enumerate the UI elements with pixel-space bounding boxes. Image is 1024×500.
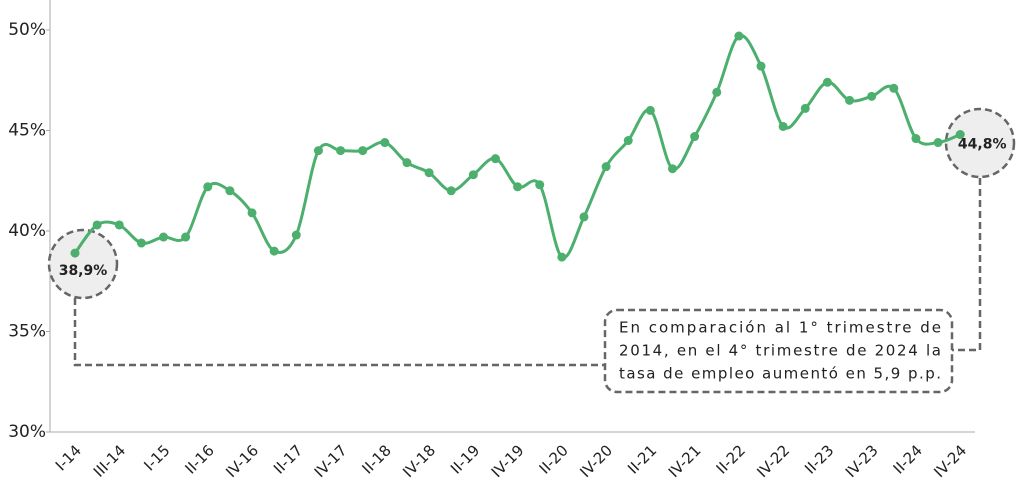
x-tick-label: IV-22 [753,441,793,481]
point [579,212,589,222]
x-tick-label: II-24 [890,441,926,477]
y-tick-label: 30% [8,422,46,442]
point [159,232,169,242]
x-tick-label: IV-24 [930,441,970,481]
point [358,146,368,156]
point [889,83,899,93]
point [114,220,124,230]
point [247,208,257,218]
x-tick-label: II-19 [447,441,483,477]
point [933,138,943,148]
point [269,246,279,256]
point [70,248,80,258]
data-label: 44,8% [958,137,1007,153]
connector [73,178,982,367]
highlight-circle [47,228,119,300]
y-tick-label: 50% [8,20,46,40]
x-tick-label: IV-23 [842,441,882,481]
point [712,87,722,97]
y-tick-label: 45% [8,121,46,141]
point [822,77,832,87]
line [73,33,961,260]
y-tick-label: 40% [8,221,46,241]
point [291,230,301,240]
x-tick-label: II-22 [713,441,749,477]
point [380,138,390,148]
point [690,132,700,142]
point [424,168,434,178]
x-tick-label: IV-17 [311,441,351,481]
data-label: 38,9% [59,263,108,279]
point [867,91,877,101]
point [756,61,766,71]
x-tick-label: II-16 [181,441,217,477]
x-tick-label: IV-21 [665,441,705,481]
point [955,130,965,140]
point [778,121,788,131]
x-tick-label: III-14 [90,441,129,480]
highlight-circle [944,107,1016,179]
point [136,238,146,248]
x-tick-label: II-20 [536,441,572,477]
x-tick-label: II-23 [801,441,837,477]
point [734,31,744,41]
x-tick-label: II-18 [359,441,395,477]
point [336,146,346,156]
y-tick-label: 35% [8,322,46,342]
x-tick-label: I-14 [52,441,85,474]
x-tick-label: II-17 [270,441,306,477]
point [845,95,855,105]
note-text: tasa de empleo aumentó en 5,9 p.p. [619,365,941,383]
x-tick-label: IV-19 [488,441,528,481]
point [490,154,500,164]
point [468,170,478,180]
x-tick-label: IV-20 [576,441,616,481]
point [557,252,567,262]
x-tick-label: I-15 [140,441,173,474]
x-tick-label: IV-18 [399,441,439,481]
point [668,164,678,174]
point [225,186,235,196]
point [446,186,456,196]
point [203,182,213,192]
point [645,105,655,115]
point [800,103,810,113]
point [181,232,191,242]
point [623,136,633,146]
x-tick-label: II-21 [624,441,660,477]
x-tick-label: IV-16 [222,441,262,481]
point [535,180,545,190]
point [313,146,323,156]
point [513,182,523,192]
note-text: 2014, en el 4° trimestre de 2024 la [619,342,941,360]
point [911,134,921,144]
point [601,162,611,172]
note-box [603,308,954,394]
point [402,158,412,168]
note-text: En comparación al 1° trimestre de [619,319,941,337]
point [92,220,102,230]
